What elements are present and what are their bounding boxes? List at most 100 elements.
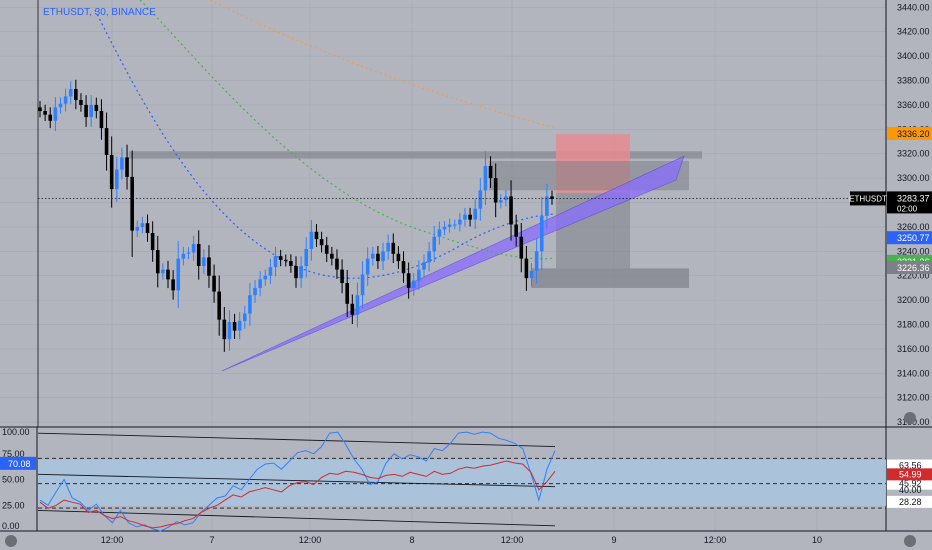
candle[interactable] [314, 231, 319, 240]
candle[interactable] [345, 283, 349, 304]
candle[interactable] [243, 313, 247, 321]
candle[interactable] [319, 239, 324, 246]
candle[interactable] [74, 89, 78, 101]
candle[interactable] [371, 253, 375, 259]
candle[interactable] [411, 280, 416, 288]
candle[interactable] [437, 229, 442, 237]
candle[interactable] [181, 253, 186, 259]
candle[interactable] [212, 275, 216, 292]
candle[interactable] [68, 89, 73, 97]
time-axis[interactable]: 12:00 7 12:00 8 12:00 9 12:00 10 [101, 535, 822, 545]
candle[interactable] [550, 196, 554, 199]
candle[interactable] [196, 244, 201, 266]
candle[interactable] [161, 269, 165, 274]
candle[interactable] [166, 269, 170, 280]
candle[interactable] [125, 157, 129, 177]
candle[interactable] [120, 157, 124, 170]
candle[interactable] [283, 259, 288, 262]
candle[interactable] [171, 279, 175, 291]
candle[interactable] [458, 219, 462, 225]
candle[interactable] [273, 256, 278, 268]
candle[interactable] [299, 265, 303, 279]
candle[interactable] [417, 269, 421, 281]
candle[interactable] [468, 214, 472, 220]
candle[interactable] [145, 223, 150, 234]
candle[interactable] [514, 224, 518, 237]
candle[interactable] [79, 100, 83, 105]
candle[interactable] [294, 265, 298, 279]
candle[interactable] [258, 279, 262, 288]
candle[interactable] [53, 107, 58, 121]
candle[interactable] [186, 252, 191, 254]
price-axis[interactable]: 3100.003120.003140.003160.003180.003200.… [849, 2, 932, 427]
candle[interactable] [360, 274, 365, 296]
candle[interactable] [442, 226, 447, 230]
candle[interactable] [176, 258, 181, 291]
candle[interactable] [222, 319, 227, 340]
candles[interactable] [38, 79, 554, 352]
candle[interactable] [89, 104, 93, 118]
candle[interactable] [140, 223, 145, 227]
target-zone[interactable] [531, 268, 689, 288]
candle[interactable] [427, 251, 431, 263]
candle[interactable] [207, 257, 211, 276]
candle[interactable] [309, 231, 314, 249]
candle[interactable] [63, 96, 68, 104]
candle[interactable] [38, 107, 42, 112]
candle[interactable] [278, 256, 283, 260]
candle[interactable] [504, 196, 508, 201]
candle[interactable] [109, 154, 114, 190]
candle[interactable] [43, 111, 47, 115]
candle[interactable] [509, 196, 513, 225]
candle[interactable] [499, 200, 503, 203]
candle[interactable] [376, 253, 380, 262]
candle[interactable] [401, 261, 406, 274]
candle[interactable] [237, 320, 242, 331]
candle[interactable] [529, 270, 534, 279]
candle[interactable] [289, 261, 293, 266]
candle[interactable] [422, 262, 426, 270]
candle[interactable] [268, 267, 273, 276]
candle[interactable] [463, 214, 467, 220]
candle[interactable] [217, 291, 221, 320]
candle[interactable] [330, 253, 334, 259]
candle[interactable] [493, 178, 498, 203]
candle[interactable] [84, 104, 88, 118]
candle[interactable] [115, 169, 119, 190]
candle[interactable] [350, 303, 355, 315]
candle[interactable] [248, 295, 252, 314]
candle[interactable] [335, 258, 339, 270]
resistance-zone[interactable] [129, 151, 702, 159]
candle[interactable] [386, 242, 390, 252]
candle[interactable] [253, 287, 257, 296]
candle[interactable] [478, 190, 483, 209]
candle[interactable] [381, 251, 385, 262]
candle[interactable] [150, 233, 155, 251]
candle[interactable] [365, 258, 370, 275]
candle[interactable] [519, 236, 524, 259]
pane-dot[interactable] [904, 412, 916, 424]
candle[interactable] [524, 258, 529, 279]
candle[interactable] [545, 196, 549, 216]
candle[interactable] [304, 248, 309, 266]
candle[interactable] [539, 215, 544, 252]
candle[interactable] [227, 322, 232, 340]
candle[interactable] [447, 224, 452, 227]
candle[interactable] [396, 253, 401, 262]
candle[interactable] [406, 273, 411, 288]
candle[interactable] [534, 251, 539, 271]
candle[interactable] [104, 128, 109, 155]
candle[interactable] [452, 224, 457, 226]
candle[interactable] [473, 208, 477, 220]
candle[interactable] [340, 269, 344, 284]
rising-channel[interactable] [221, 155, 685, 372]
settings-dot-left[interactable] [5, 535, 17, 547]
candle[interactable] [483, 165, 488, 191]
candle[interactable] [202, 257, 206, 266]
candle[interactable] [94, 104, 99, 112]
candle[interactable] [135, 226, 140, 231]
candle[interactable] [488, 165, 493, 179]
settings-dot-right[interactable] [904, 535, 916, 547]
rsi-pane[interactable] [37, 431, 886, 532]
